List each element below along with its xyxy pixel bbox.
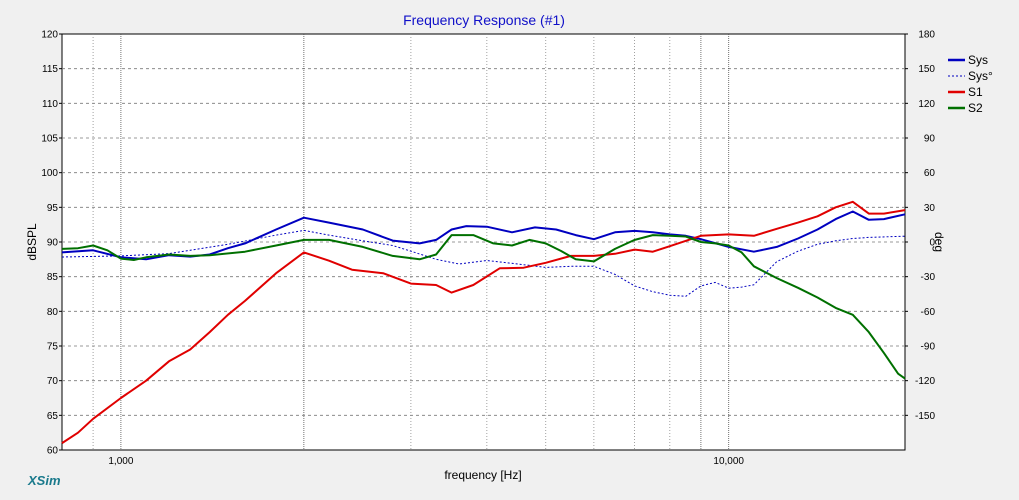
chart-title: Frequency Response (#1): [403, 12, 565, 28]
xsim-logo: XSim: [27, 473, 61, 488]
y-tick-label: 70: [47, 376, 59, 387]
legend-label: Sys: [968, 53, 988, 67]
y-tick-label: 85: [47, 272, 59, 283]
y-tick-label: 80: [47, 307, 59, 318]
y2-tick-label: 0: [929, 238, 935, 249]
y2-tick-label: 120: [918, 99, 935, 110]
y-tick-label: 110: [42, 99, 58, 110]
legend-label: Sys°: [968, 69, 993, 83]
legend[interactable]: Sys Sys° S1 S2: [948, 53, 993, 115]
y2-tick-label: -30: [921, 272, 936, 283]
series-line-sys-phase[interactable]: [61, 229, 906, 297]
y-tick-label: 90: [47, 238, 59, 249]
series-lines[interactable]: [61, 200, 906, 444]
x-tick-label: 1,000: [108, 456, 133, 467]
x-axis-label: frequency [Hz]: [444, 468, 521, 482]
y2-tick-label: 90: [924, 134, 936, 145]
y-tick-label: 65: [47, 411, 59, 422]
axis-ticks: 60 65 70 75 80 85 90 95 100 105 110 115 120 180 150 120…: [41, 30, 935, 468]
y-tick-label: 105: [41, 134, 58, 145]
y2-tick-label: 60: [924, 168, 936, 179]
y2-tick-label: -120: [915, 376, 935, 387]
y-tick-label: 95: [47, 203, 59, 214]
y-axis-label: dBSPL: [25, 223, 39, 261]
series-line-sys[interactable]: [61, 210, 906, 261]
y2-tick-label: 30: [924, 203, 936, 214]
y2-tick-label: 150: [918, 64, 935, 75]
y2-tick-label: -150: [915, 411, 935, 422]
y-tick-label: 60: [47, 446, 59, 457]
y2-tick-label: 180: [918, 30, 935, 41]
y-tick-label: 115: [42, 64, 58, 75]
y-tick-label: 75: [47, 342, 59, 353]
y-tick-label: 100: [41, 168, 58, 179]
legend-label: S2: [968, 101, 983, 115]
legend-label: S1: [968, 85, 983, 99]
y-tick-label: 120: [41, 30, 58, 41]
series-line-s1[interactable]: [61, 200, 906, 444]
series-line-s2[interactable]: [61, 234, 906, 380]
y2-tick-label: -90: [921, 342, 936, 353]
x-tick-label: 10,000: [713, 456, 744, 467]
y2-tick-label: -60: [921, 307, 936, 318]
y2-axis-label: deg: [932, 232, 946, 252]
